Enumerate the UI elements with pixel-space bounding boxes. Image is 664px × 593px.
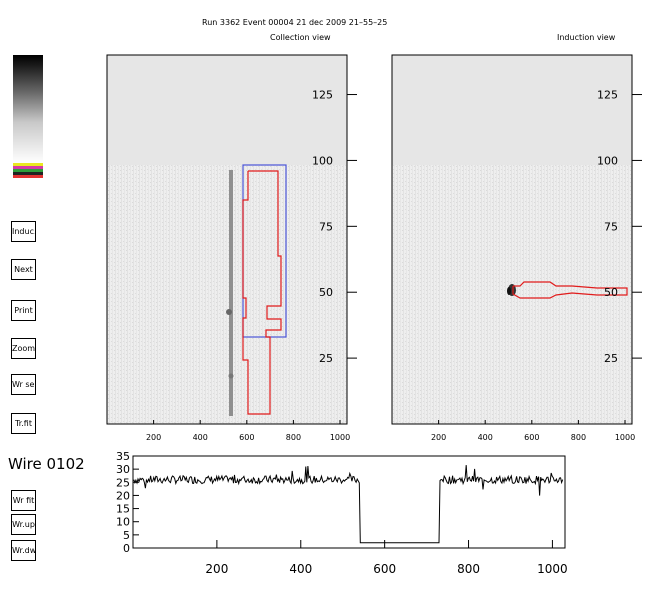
collection-view-label: Collection view (270, 33, 331, 42)
wire-x-tick-label: 1000 (537, 562, 568, 576)
wire-y-tick-label: 30 (116, 463, 130, 476)
induction-empty-region (392, 55, 632, 165)
collection-view-panel[interactable]: 200 400 600 800 1000 125 100 75 50 25 (106, 54, 357, 442)
color-stripe (13, 175, 43, 178)
color-stripe (13, 163, 43, 166)
wr-sel-button[interactable]: Wr sel (11, 374, 36, 395)
induction-y-tick-label: 125 (597, 89, 618, 102)
collection-empty-region (107, 55, 347, 165)
collection-x-tick-label: 800 (286, 433, 301, 442)
collection-hit (228, 373, 234, 379)
color-stripe (13, 172, 43, 175)
wire-x-tick-label: 400 (289, 562, 312, 576)
event-title: Run 3362 Event 00004 21 dec 2009 21–55–2… (202, 18, 388, 27)
wire-x-tick-label: 600 (373, 562, 396, 576)
collection-x-tick-label: 200 (146, 433, 161, 442)
zoom-button[interactable]: Zoom (11, 338, 36, 359)
wire-y-tick-label: 35 (116, 450, 130, 463)
wire-y-tick-label: 20 (116, 489, 130, 502)
collection-frame (106, 54, 348, 425)
next-button[interactable]: Next (11, 259, 36, 280)
induction-y-tick-label: 100 (597, 154, 618, 167)
wr-up-button[interactable]: Wr.up (11, 514, 36, 535)
wire-y-tick-label: 0 (123, 542, 130, 555)
collection-hit (226, 309, 232, 315)
collection-y-tick-label: 100 (312, 154, 333, 167)
induction-x-tick-label: 800 (571, 433, 586, 442)
induction-hit (507, 287, 511, 295)
print-button[interactable]: Print (11, 300, 36, 321)
induction-frame (391, 54, 633, 425)
color-scale-bar (13, 55, 43, 163)
color-scale-stripes (13, 163, 43, 178)
collection-y-tick-label: 25 (319, 352, 333, 365)
collection-y-tick-label: 50 (319, 286, 333, 299)
wire-y-tick-label: 25 (116, 476, 130, 489)
color-stripe (13, 166, 43, 169)
wr-fit-button[interactable]: Wr fit (11, 490, 36, 511)
collection-track-line (229, 170, 233, 416)
wire-number-label: Wire 0102 (8, 455, 85, 473)
collection-track-outline (242, 170, 282, 415)
wire-plot-frame (132, 455, 566, 549)
wire-y-tick-label: 10 (116, 516, 130, 529)
induction-x-tick-label: 600 (524, 433, 539, 442)
induction-view-label: Induction view (557, 33, 616, 42)
collection-x-tick-label: 600 (239, 433, 254, 442)
wire-x-tick-label: 200 (205, 562, 228, 576)
wire-y-tick-label: 5 (123, 529, 130, 542)
induction-y-tick-label: 50 (604, 286, 618, 299)
wire-waveform-trace (133, 465, 564, 544)
collection-y-tick-label: 75 (319, 220, 333, 233)
collection-y-tick-label: 125 (312, 89, 333, 102)
wire-x-tick-label: 800 (457, 562, 480, 576)
induc-button[interactable]: Induc. (11, 221, 36, 242)
induction-track-outline (512, 281, 628, 299)
induction-y-tick-label: 75 (604, 220, 618, 233)
induction-view-panel[interactable]: 200 400 600 800 1000 125 100 75 50 25 (391, 54, 642, 442)
collection-x-tick-label: 400 (193, 433, 208, 442)
induction-y-tick-label: 25 (604, 352, 618, 365)
induction-x-tick-label: 1000 (615, 433, 635, 442)
color-stripe (13, 169, 43, 172)
induction-x-tick-label: 200 (431, 433, 446, 442)
wr-dw-button[interactable]: Wr.dw (11, 540, 36, 561)
induction-x-tick-label: 400 (478, 433, 493, 442)
collection-noise-region (107, 165, 347, 424)
tr-fit-button[interactable]: Tr.fit (11, 413, 36, 434)
collection-x-tick-label: 1000 (330, 433, 350, 442)
wire-y-tick-label: 15 (116, 503, 130, 516)
